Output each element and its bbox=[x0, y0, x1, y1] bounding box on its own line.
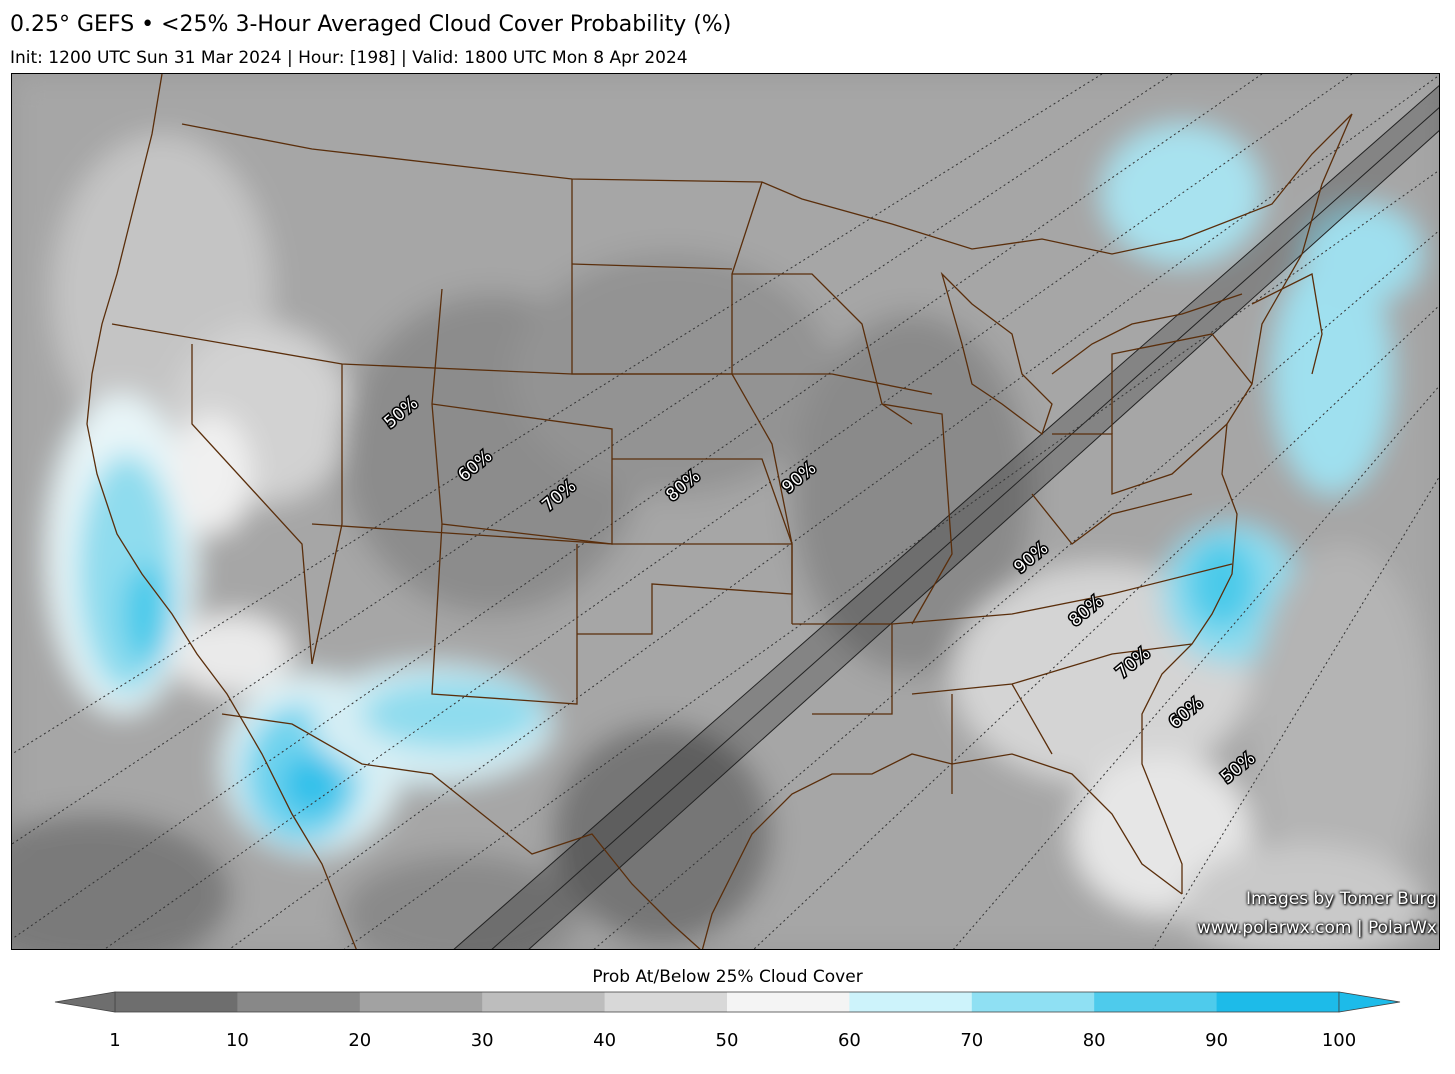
colorbar bbox=[54, 991, 1401, 1013]
colorbar-segment bbox=[604, 992, 728, 1012]
obscuration-contours bbox=[12, 74, 1439, 949]
colorbar-tick-label: 1 bbox=[109, 1030, 121, 1051]
colorbar-tick-label: 20 bbox=[348, 1030, 372, 1051]
colorbar-tick-label: 70 bbox=[960, 1030, 984, 1051]
colorbar-segment bbox=[237, 992, 361, 1012]
colorbar-segment bbox=[727, 992, 850, 1012]
colorbar-segment bbox=[359, 992, 483, 1012]
init-valid-subtitle: Init: 1200 UTC Sun 31 Mar 2024 | Hour: [… bbox=[10, 48, 688, 68]
colorbar-tick-label: 90 bbox=[1205, 1030, 1229, 1051]
colorbar-segment bbox=[971, 992, 1095, 1012]
colorbar-high-arrow bbox=[1338, 991, 1401, 1013]
colorbar-tick-label: 40 bbox=[593, 1030, 617, 1051]
map-canvas: 50% 60% 70% 80% 90% 90% 80% 70% 60% 50% bbox=[12, 74, 1439, 949]
totality-path bbox=[453, 85, 1439, 949]
probability-field bbox=[12, 74, 1439, 949]
colorbar-low-arrow bbox=[54, 991, 116, 1013]
colorbar-tick-label: 50 bbox=[715, 1030, 739, 1051]
colorbar-segment bbox=[115, 992, 238, 1012]
colorbar-segment bbox=[1094, 992, 1218, 1012]
colorbar-segment bbox=[849, 992, 973, 1012]
cloud-cover-map: 50% 60% 70% 80% 90% 90% 80% 70% 60% 50% bbox=[11, 73, 1440, 950]
colorbar-segment bbox=[1216, 992, 1340, 1012]
credit-website: www.polarwx.com | PolarWx bbox=[1196, 918, 1437, 938]
colorbar-tick-label: 10 bbox=[225, 1030, 249, 1051]
colorbar-segment bbox=[482, 992, 606, 1012]
page-title: 0.25° GEFS • <25% 3-Hour Averaged Cloud … bbox=[10, 12, 732, 37]
credit-author: Images by Tomer Burg bbox=[1246, 889, 1437, 909]
colorbar-tick-label: 30 bbox=[470, 1030, 494, 1051]
colorbar-tick-label: 60 bbox=[837, 1030, 861, 1051]
state-borders bbox=[86, 74, 1353, 949]
colorbar-tick-label: 80 bbox=[1082, 1030, 1106, 1051]
colorbar-title: Prob At/Below 25% Cloud Cover bbox=[592, 967, 863, 987]
colorbar-tick-label: 100 bbox=[1321, 1030, 1357, 1051]
